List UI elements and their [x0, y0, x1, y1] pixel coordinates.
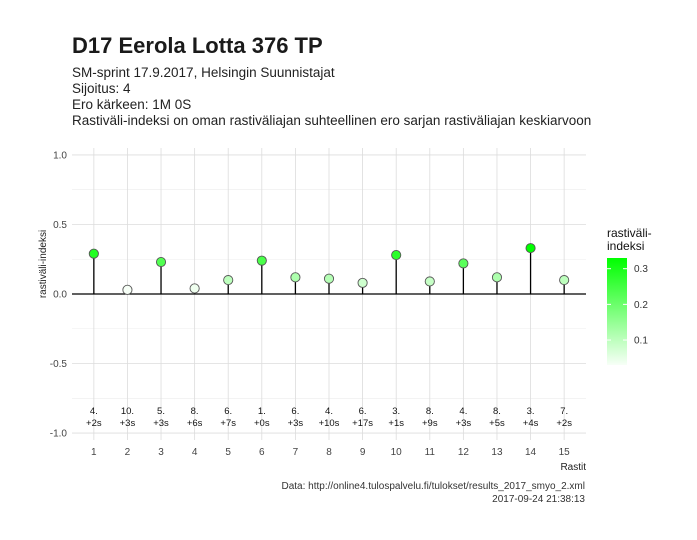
- legend-title-line-1: rastiväli-: [607, 226, 652, 240]
- diff-label: +9s: [422, 418, 438, 429]
- rank-label: 7.: [560, 406, 568, 417]
- legend-tick-label: 0.3: [634, 264, 648, 275]
- data-point: [290, 272, 301, 283]
- diff-label: +2s: [86, 418, 102, 429]
- rank-label: 5.: [157, 406, 165, 417]
- y-tick-label: 0.5: [53, 220, 67, 231]
- x-tick-label: 6: [259, 447, 265, 458]
- chart-title: D17 Eerola Lotta 376 TP: [72, 33, 323, 58]
- x-axis-title: Rastit: [560, 462, 586, 473]
- rank-label: 1.: [258, 406, 266, 417]
- control-labels: 4.+2s10.+3s5.+3s8.+6s6.+7s1.+0s6.+3s4.+1…: [86, 406, 572, 429]
- rank-label: 8.: [426, 406, 434, 417]
- data-point: [357, 277, 368, 288]
- diff-label: +0s: [254, 418, 270, 429]
- data-point: [223, 275, 234, 286]
- legend-colorbar: [607, 258, 627, 365]
- x-tick-label: 15: [559, 447, 571, 458]
- rank-label: 3.: [392, 406, 400, 417]
- legend-title-line-2: indeksi: [607, 239, 644, 253]
- rank-label: 4.: [90, 406, 98, 417]
- data-point: [559, 275, 570, 286]
- y-tick-label: 1.0: [53, 150, 67, 161]
- x-tick-label: 3: [158, 447, 164, 458]
- data-source-caption: Data: http://online4.tulospalvelu.fi/tul…: [281, 481, 585, 492]
- data-point: [458, 258, 469, 269]
- rank-label: 8.: [191, 406, 199, 417]
- y-tick-label: -0.5: [50, 359, 68, 370]
- x-tick-label: 12: [458, 447, 470, 458]
- diff-label: +10s: [319, 418, 340, 429]
- diff-label: +4s: [523, 418, 539, 429]
- rank-label: 6.: [291, 406, 299, 417]
- diff-label: +3s: [288, 418, 304, 429]
- rank-label: 8.: [493, 406, 501, 417]
- subtitle-line-4: Rastiväli-indeksi on oman rastiväliajan …: [72, 113, 592, 128]
- diff-label: +2s: [556, 418, 572, 429]
- rank-label: 10.: [121, 406, 134, 417]
- diff-label: +17s: [352, 418, 373, 429]
- timestamp-caption: 2017-09-24 21:38:13: [492, 494, 585, 505]
- subtitle-line-2: Sijoitus: 4: [72, 81, 131, 96]
- diff-label: +7s: [220, 418, 236, 429]
- rank-label: 6.: [224, 406, 232, 417]
- x-tick-label: 14: [525, 447, 537, 458]
- data-point: [155, 256, 167, 268]
- legend: rastiväli-indeksi 0.3 0.2 0.1: [607, 226, 652, 365]
- x-tick-label: 5: [225, 447, 231, 458]
- x-tick-label: 2: [125, 447, 131, 458]
- data-point: [122, 284, 133, 295]
- diff-label: +3s: [456, 418, 472, 429]
- y-axis-title: rastiväli-indeksi: [38, 230, 49, 298]
- data-point: [491, 272, 503, 283]
- x-tick-label: 11: [425, 447, 436, 458]
- rank-label: 6.: [359, 406, 367, 417]
- x-tick-label: 8: [326, 447, 332, 458]
- data-marks: [88, 243, 570, 295]
- legend-tick-label: 0.1: [634, 336, 648, 347]
- data-point: [424, 276, 435, 287]
- subtitle-line-3: Ero kärkeen: 1M 0S: [72, 97, 192, 112]
- x-tick-label: 7: [293, 447, 299, 458]
- legend-tick-label: 0.2: [634, 300, 648, 311]
- diff-label: +6s: [187, 418, 203, 429]
- x-tick-label: 10: [391, 447, 403, 458]
- y-tick-label: -1.0: [50, 429, 68, 440]
- diff-label: +1s: [388, 418, 404, 429]
- grid: [72, 148, 586, 440]
- y-tick-label: 0.0: [53, 290, 67, 301]
- data-point: [256, 255, 267, 266]
- subtitle-line-1: SM-sprint 17.9.2017, Helsingin Suunnista…: [72, 65, 335, 80]
- data-point: [525, 243, 536, 254]
- rank-label: 4.: [459, 406, 467, 417]
- data-point: [88, 248, 99, 259]
- x-tick-label: 9: [360, 447, 366, 458]
- rank-label: 4.: [325, 406, 333, 417]
- diff-label: +3s: [153, 418, 169, 429]
- data-point: [323, 273, 335, 284]
- rank-label: 3.: [527, 406, 535, 417]
- data-point: [189, 283, 200, 294]
- x-tick-label: 4: [192, 447, 198, 458]
- x-tick-label: 13: [491, 447, 503, 458]
- data-point: [391, 250, 402, 261]
- x-tick-label: 1: [91, 447, 97, 458]
- diff-label: +5s: [489, 418, 505, 429]
- diff-label: +3s: [120, 418, 136, 429]
